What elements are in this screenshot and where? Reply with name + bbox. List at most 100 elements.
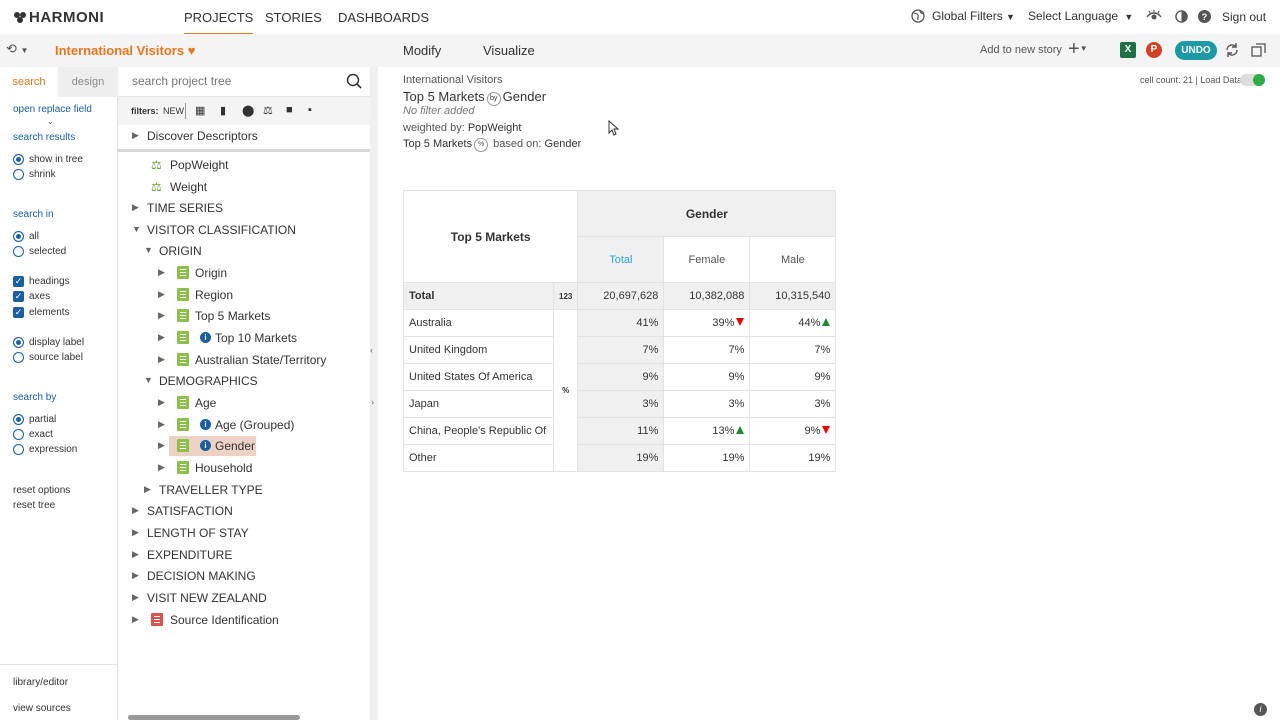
display-label-radio[interactable]: display label	[13, 337, 84, 349]
open-window-icon[interactable]	[1251, 43, 1266, 57]
tree-item-length-of-stay[interactable]: ▶ LENGTH OF STAY	[118, 523, 370, 543]
expand-arrow-icon[interactable]: ▶	[158, 440, 165, 450]
tree-item-source-identification[interactable]: ▶ Source Identification	[118, 610, 370, 630]
tab-stories[interactable]: STORIES	[265, 10, 322, 25]
filter-new-button[interactable]: NEW	[163, 106, 184, 116]
search-all-radio[interactable]: all	[13, 231, 39, 243]
expand-right-icon[interactable]: ›	[371, 397, 374, 407]
tree-item-decision-making[interactable]: ▶ DECISION MAKING	[118, 566, 370, 586]
powerpoint-export-icon[interactable]: P	[1146, 42, 1162, 58]
add-to-story-label[interactable]: Add to new story	[980, 44, 1062, 56]
harmoni-logo[interactable]: HARMONI	[13, 9, 104, 26]
tab-projects[interactable]: PROJECTS	[184, 10, 254, 35]
tree-item-top-10-markets[interactable]: ▶ i Top 10 Markets	[118, 328, 370, 348]
row-label[interactable]: China, People's Republic Of	[403, 417, 554, 445]
expand-arrow-icon[interactable]: ▶	[158, 332, 165, 342]
tree-item-time-series[interactable]: ▶ TIME SERIES	[118, 198, 370, 218]
scale-filter-icon[interactable]: ⚖	[263, 105, 273, 117]
undo-button[interactable]: UNDO	[1175, 41, 1217, 60]
library-editor-link[interactable]: library/editor	[13, 677, 69, 688]
row-label[interactable]: Japan	[403, 390, 554, 418]
history-dropdown[interactable]: ⟲ ▼	[6, 41, 44, 59]
expand-arrow-icon[interactable]: ▶	[144, 484, 151, 494]
tree-item-traveller-type[interactable]: ▶ TRAVELLER TYPE	[118, 480, 370, 500]
tab-design[interactable]: design	[58, 67, 118, 97]
expand-arrow-icon[interactable]: ▶	[132, 592, 139, 602]
elements-checkbox[interactable]: elements	[13, 307, 70, 319]
tab-search[interactable]: search	[0, 67, 58, 97]
tree-search-input[interactable]	[132, 74, 332, 88]
headings-checkbox[interactable]: headings	[13, 276, 70, 288]
tree-item-satisfaction[interactable]: ▶ SATISFACTION	[118, 501, 370, 521]
expand-arrow-icon[interactable]: ▶	[158, 267, 165, 277]
view-sources-link[interactable]: view sources	[13, 703, 71, 714]
row-label[interactable]: Other	[403, 444, 554, 472]
collapse-arrow-icon[interactable]: ▼	[144, 245, 153, 255]
drag-divider[interactable]	[118, 149, 370, 152]
expand-arrow-icon[interactable]: ▶	[132, 130, 139, 140]
tree-item-discover-descriptors[interactable]: ▶ Discover Descriptors	[118, 126, 370, 146]
tree-item-age-grouped[interactable]: ▶ i Age (Grouped)	[118, 415, 370, 435]
column-header-total[interactable]: Total	[577, 236, 665, 283]
modify-tab[interactable]: Modify	[403, 43, 442, 58]
collapse-arrow-icon[interactable]: ▼	[132, 224, 141, 234]
column-header-male[interactable]: Male	[749, 236, 837, 283]
row-label[interactable]: United States Of America	[403, 363, 554, 391]
expand-arrow-icon[interactable]: ▶	[158, 310, 165, 320]
info-icon[interactable]: i	[200, 419, 211, 430]
expand-arrow-icon[interactable]: ▶	[132, 527, 139, 537]
row-header-cell[interactable]: Top 5 Markets	[402, 190, 579, 283]
search-icon[interactable]	[346, 73, 362, 89]
expand-arrow-icon[interactable]: ▶	[132, 549, 139, 559]
panel-splitter[interactable]: ‹ ›	[370, 67, 378, 720]
expand-arrow-icon[interactable]: ▶	[158, 289, 165, 299]
tree-item-gender[interactable]: ▶ i Gender	[118, 436, 370, 456]
column-header-female[interactable]: Female	[663, 236, 751, 283]
axes-checkbox[interactable]: axes	[13, 291, 50, 303]
info-icon[interactable]: i	[200, 332, 211, 343]
tree-item-demographics[interactable]: ▼ DEMOGRAPHICS	[118, 371, 370, 391]
expression-radio[interactable]: expression	[13, 444, 77, 456]
row-label[interactable]: Australia	[403, 309, 554, 337]
open-replace-field-link[interactable]: open replace field	[13, 104, 92, 115]
search-selected-radio[interactable]: selected	[13, 246, 66, 258]
contrast-icon[interactable]	[1175, 10, 1188, 23]
collapse-left-icon[interactable]: ‹	[370, 345, 373, 355]
grid-filter-icon[interactable]: ▦	[195, 105, 206, 117]
tree-item-visitor-classification[interactable]: ▼ VISITOR CLASSIFICATION	[118, 220, 370, 240]
tag-filter-icon[interactable]: ■	[286, 104, 293, 116]
expand-arrow-icon[interactable]: ▶	[132, 614, 139, 624]
chart-filter-icon[interactable]: ▪	[308, 104, 312, 116]
row-label-total[interactable]: Total	[403, 282, 554, 310]
global-filters-dropdown[interactable]: Global Filters ▼	[932, 9, 1015, 23]
tree-item-australian-state[interactable]: ▶ Australian State/Territory	[118, 350, 370, 370]
partial-radio[interactable]: partial	[13, 414, 56, 426]
location-filter-icon[interactable]: ⬤	[242, 105, 255, 117]
tab-dashboards[interactable]: DASHBOARDS	[338, 10, 430, 25]
expand-arrow-icon[interactable]: ▶	[158, 397, 165, 407]
column-group-header[interactable]: Gender	[577, 190, 837, 237]
horizontal-scrollbar[interactable]	[128, 715, 300, 720]
info-icon[interactable]: i	[1254, 703, 1267, 716]
tree-item-top-5-markets[interactable]: ▶ Top 5 Markets	[118, 306, 370, 326]
load-data-toggle[interactable]	[1240, 74, 1265, 86]
tree-item-household[interactable]: ▶ Household	[118, 458, 370, 478]
expand-arrow-icon[interactable]: ▶	[158, 462, 165, 472]
info-icon[interactable]: i	[200, 440, 211, 451]
reset-options-link[interactable]: reset options	[13, 485, 71, 496]
tree-item-expenditure[interactable]: ▶ EXPENDITURE	[118, 545, 370, 565]
expand-arrow-icon[interactable]: ▶	[132, 202, 139, 212]
eye-icon[interactable]	[1146, 9, 1162, 23]
sign-out-link[interactable]: Sign out	[1222, 10, 1267, 24]
shrink-radio[interactable]: shrink	[13, 169, 56, 181]
add-story-button[interactable]: +▼	[1068, 38, 1088, 61]
expand-arrow-icon[interactable]: ▶	[132, 505, 139, 515]
tree-item-visit-new-zealand[interactable]: ▶ VISIT NEW ZEALAND	[118, 588, 370, 608]
show-in-tree-radio[interactable]: show in tree	[13, 154, 83, 166]
tree-item-region[interactable]: ▶ Region	[118, 285, 370, 305]
collapse-arrow-icon[interactable]: ▼	[144, 375, 153, 385]
source-label-radio[interactable]: source label	[13, 352, 83, 364]
column-filter-icon[interactable]: ▮	[220, 105, 227, 117]
expand-arrow-icon[interactable]: ▶	[132, 570, 139, 580]
tree-item-age[interactable]: ▶ Age	[118, 393, 370, 413]
